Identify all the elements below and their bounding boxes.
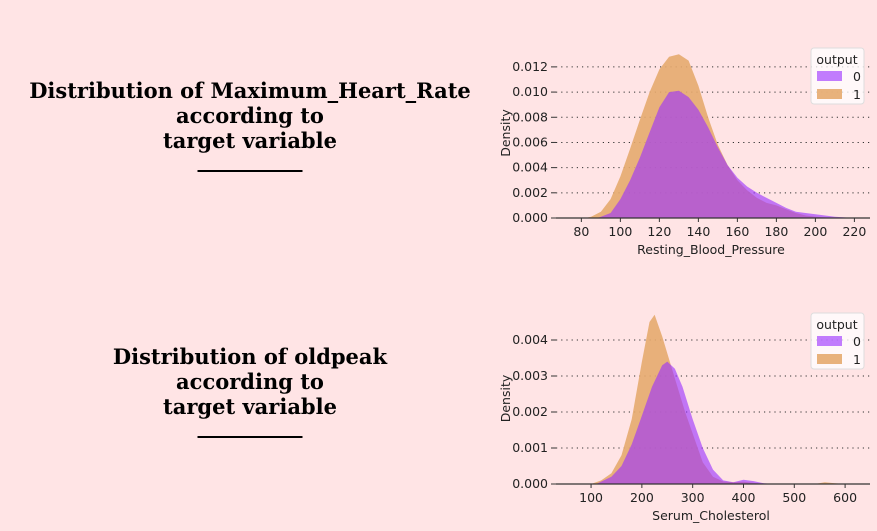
y-tick-label: 0.004	[512, 160, 548, 175]
y-tick-label: 0.012	[512, 59, 548, 74]
x-tick-label: 600	[833, 490, 857, 505]
x-tick-label: 80	[573, 224, 589, 239]
legend-swatch-1	[817, 89, 842, 99]
x-tick-label: 100	[608, 224, 632, 239]
legend-swatch-0	[817, 71, 842, 81]
x-tick-label: 400	[732, 490, 756, 505]
y-tick-label: 0.006	[512, 134, 548, 149]
x-tick-label: 180	[764, 224, 788, 239]
x-tick-label: 140	[686, 224, 710, 239]
title-line: target variable	[163, 394, 337, 419]
y-tick-label: 0.003	[512, 368, 548, 383]
legend-title: output	[816, 317, 857, 332]
title-line: Distribution of Maximum_Heart_Rate	[29, 78, 471, 103]
x-tick-label: 500	[782, 490, 806, 505]
legend: output 0 1	[810, 47, 865, 105]
y-axis-label: Density	[498, 109, 513, 157]
title-line: target variable	[163, 128, 337, 153]
x-tick-label: 200	[630, 490, 654, 505]
y-tick-label: 0.004	[512, 332, 548, 347]
y-axis-label: Density	[498, 374, 513, 422]
x-tick-label: 200	[803, 224, 827, 239]
density-area-class-0	[596, 90, 855, 218]
y-tick-label: 0.002	[512, 404, 548, 419]
title-line: Distribution of oldpeak	[112, 344, 388, 369]
x-tick-label: 160	[725, 224, 749, 239]
chart-0: 0.000 0.002 0.004 0.006 0.008 0.010 0.012 80 100…	[498, 47, 870, 257]
title-line: according to	[176, 369, 324, 394]
legend-swatch-1	[817, 354, 842, 364]
legend-label-1: 1	[853, 352, 861, 367]
x-tick-label: 120	[647, 224, 671, 239]
legend-swatch-0	[817, 336, 842, 346]
y-tick-label: 0.010	[512, 84, 548, 99]
legend-title: output	[816, 52, 857, 67]
title-oldpeak: Distribution of oldpeak according to tar…	[0, 344, 500, 438]
legend: output 0 1	[810, 312, 865, 370]
y-tick-label: 0.000	[512, 210, 548, 225]
y-tick-label: 0.008	[512, 109, 548, 124]
legend-label-0: 0	[853, 69, 861, 84]
title-maximum-heart-rate: Distribution of Maximum_Heart_Rate accor…	[0, 78, 500, 172]
x-tick-label: 300	[681, 490, 705, 505]
y-tick-label: 0.001	[512, 440, 548, 455]
y-tick-label: 0.002	[512, 185, 548, 200]
title-line: according to	[176, 103, 324, 128]
legend-label-0: 0	[853, 334, 861, 349]
x-axis-label: Serum_Cholesterol	[652, 508, 770, 523]
density-area-class-0	[596, 361, 774, 484]
title-underline: __________	[197, 413, 303, 438]
chart-1: 0.000 0.001 0.002 0.003 0.004 100 200 300 400 500…	[498, 312, 870, 523]
title-underline: __________	[197, 147, 303, 172]
y-tick-label: 0.000	[512, 476, 548, 491]
x-tick-label: 100	[579, 490, 603, 505]
x-axis-label: Resting_Blood_Pressure	[637, 242, 785, 257]
x-tick-label: 220	[842, 224, 866, 239]
legend-label-1: 1	[853, 87, 861, 102]
